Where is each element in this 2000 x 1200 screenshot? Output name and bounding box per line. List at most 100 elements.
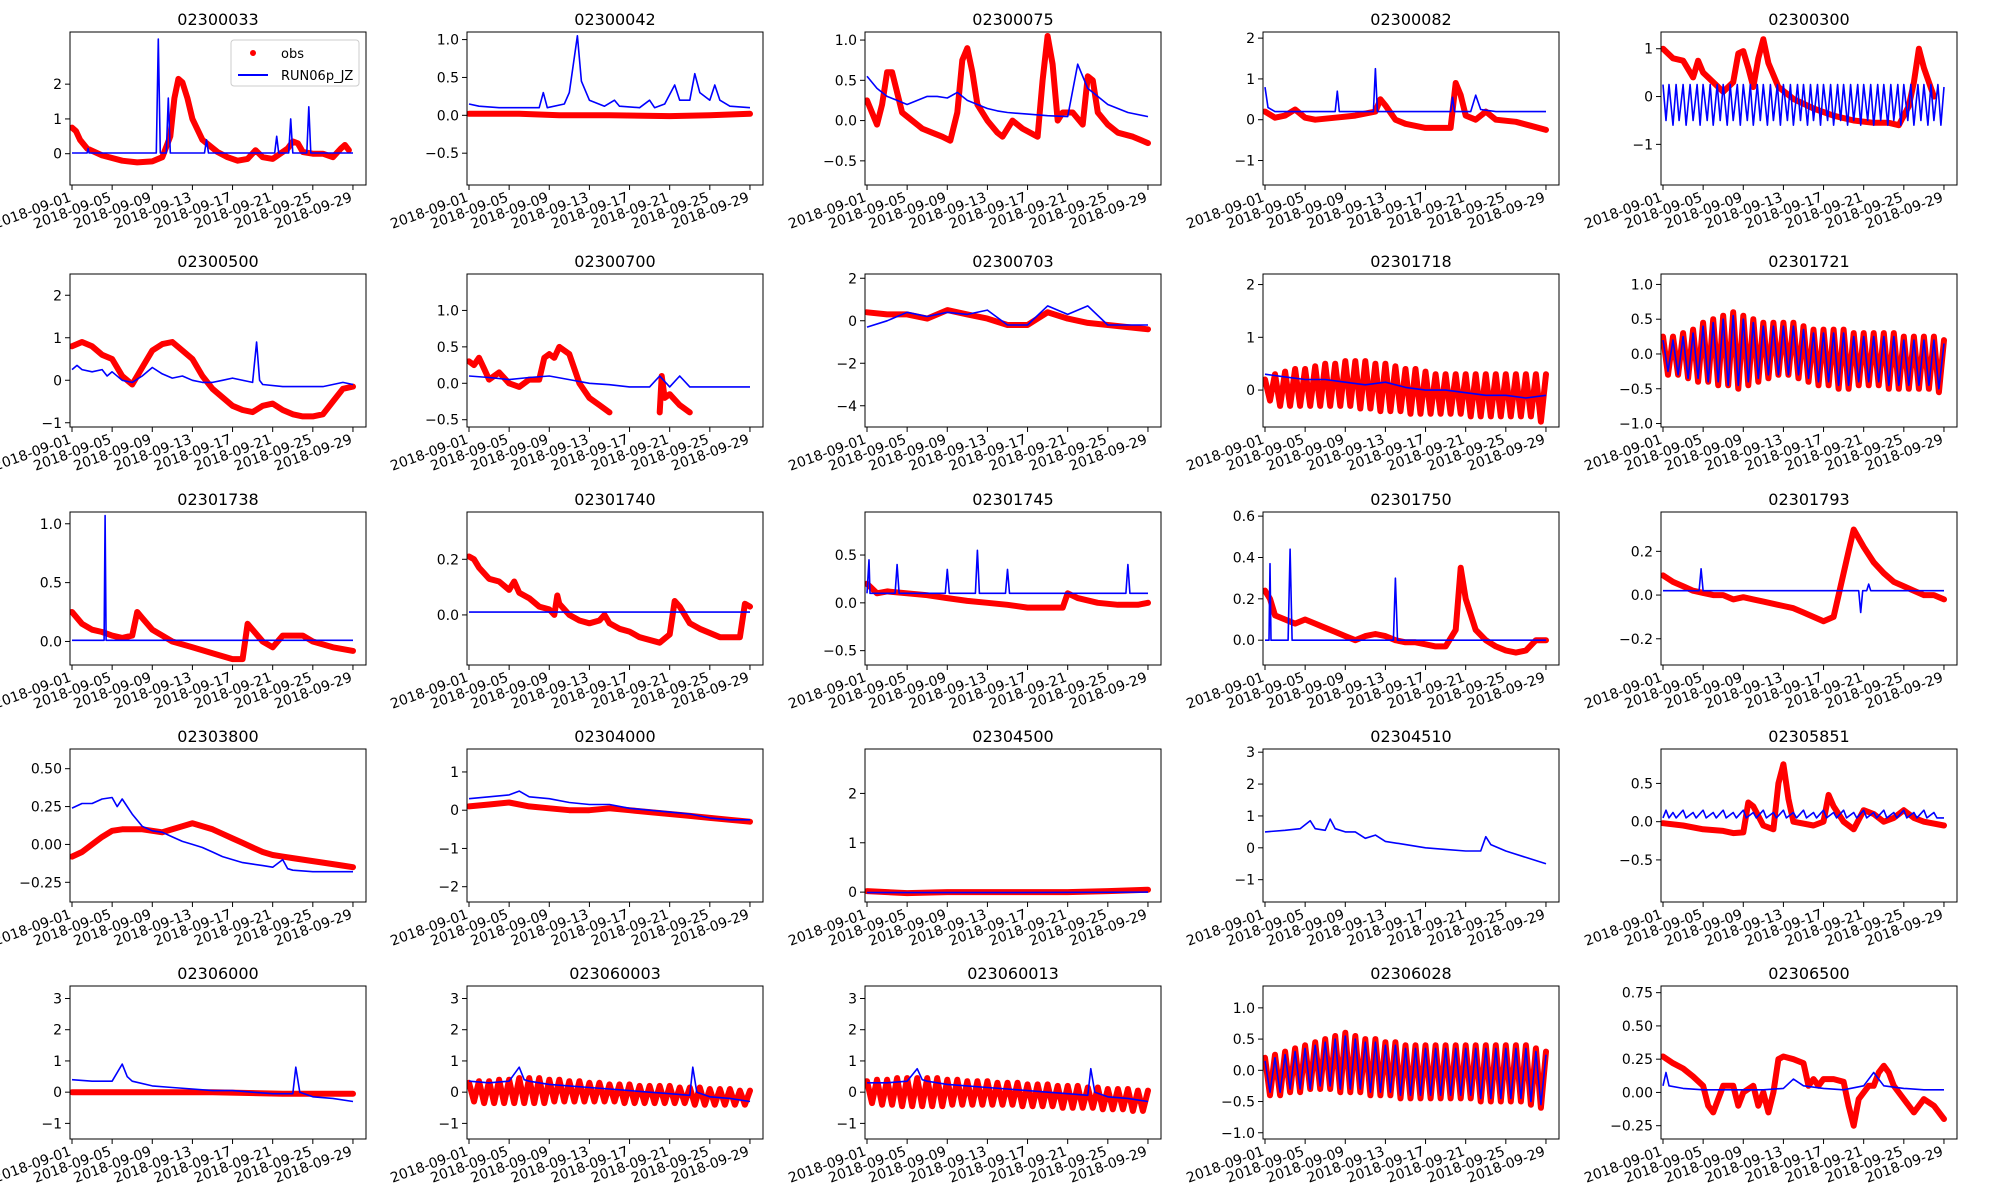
y-tick-label: 0 [450, 803, 459, 819]
plot-frame [466, 748, 764, 903]
subplot-title: 023060003 [569, 964, 661, 983]
y-tick-label: 0.0 [437, 376, 459, 392]
subplot-title: 02300300 [1768, 10, 1849, 29]
y-tick-label: −0.5 [823, 154, 857, 170]
plot-series [1661, 36, 1945, 129]
obs-series [1661, 36, 1937, 129]
y-tick-label: −0.2 [1619, 632, 1653, 648]
sim-series [1662, 83, 1945, 126]
sim-series [1663, 568, 1944, 614]
y-tick-label: 0.5 [40, 576, 62, 592]
y-tick-label: 0.2 [437, 552, 459, 568]
subplot-title: 02301745 [972, 490, 1053, 509]
subplot-title: 02304000 [574, 727, 655, 746]
subplot-title: 02304500 [972, 727, 1053, 746]
plot-series [1263, 67, 1549, 133]
y-tick-label: 1 [450, 1054, 459, 1070]
plot-frame [69, 985, 367, 1140]
subplot-title: 02306028 [1370, 964, 1451, 983]
sim-series [1264, 373, 1547, 399]
obs-series [467, 343, 693, 416]
obs-series [70, 609, 356, 663]
legend-obs-marker [250, 50, 256, 56]
y-tick-label: 0.2 [1233, 592, 1255, 608]
y-tick-label: 1.0 [437, 33, 459, 49]
obs-series [1263, 358, 1549, 425]
y-tick-label: 0.5 [1233, 1032, 1255, 1048]
y-tick-label: 0 [53, 147, 62, 163]
y-tick-label: −1 [1234, 154, 1255, 170]
plot-frame [864, 273, 1162, 428]
y-tick-label: −1 [438, 841, 459, 857]
y-tick-label: −0.5 [1221, 1095, 1255, 1111]
plot-frame [69, 511, 367, 666]
subplot-title: 02306000 [177, 964, 258, 983]
sim-series [1662, 809, 1944, 819]
plot-series [1264, 818, 1547, 865]
plot-frame [864, 748, 1162, 903]
subplot-02304500: 023045000122018-09-012018-09-052018-09-0… [786, 727, 1162, 950]
plot-frame [1660, 273, 1958, 428]
y-tick-label: −1.0 [1221, 1126, 1255, 1142]
y-tick-label: 3 [1246, 745, 1255, 761]
y-tick-label: 0 [1246, 113, 1255, 129]
obs-series [70, 75, 352, 166]
plot-frame [466, 511, 764, 666]
obs-series [70, 1089, 356, 1097]
plot-series [865, 549, 1151, 611]
plot-frame [1660, 31, 1958, 186]
subplot-title: 02304510 [1370, 727, 1451, 746]
legend: obs RUN06p_JZ [230, 39, 360, 87]
plot-frame [1262, 511, 1560, 666]
plot-area [865, 32, 1161, 185]
plot-frame [1660, 985, 1958, 1140]
obs-series [1661, 761, 1947, 837]
y-tick-label: 0.0 [1631, 588, 1653, 604]
y-tick-label: 0.5 [835, 73, 857, 89]
y-tick-label: 0 [1246, 841, 1255, 857]
y-tick-label: 0.0 [437, 108, 459, 124]
subplot-title: 02300700 [574, 252, 655, 271]
y-tick-label: 0 [1246, 383, 1255, 399]
y-tick-label: −0.25 [1610, 1119, 1653, 1135]
subplot-title: 02300082 [1370, 10, 1451, 29]
plot-area [467, 749, 763, 902]
plot-frame [1660, 511, 1958, 666]
plot-area [865, 274, 1161, 427]
y-tick-label: 1 [848, 1054, 857, 1070]
y-tick-label: 0 [848, 314, 857, 330]
sim-series [468, 375, 750, 388]
plot-frame [466, 985, 764, 1140]
plot-frame [466, 31, 764, 186]
plot-series [865, 886, 1151, 897]
plot-series [70, 38, 353, 166]
y-tick-label: 0.5 [437, 70, 459, 86]
plot-area [865, 986, 1161, 1139]
y-tick-label: 1 [1644, 42, 1653, 58]
sim-series [72, 38, 353, 154]
y-tick-label: 1 [1246, 809, 1255, 825]
y-tick-label: 0.5 [437, 340, 459, 356]
plot-area [467, 274, 763, 427]
subplot-02300075: 02300075−0.50.00.51.02018-09-012018-09-0… [786, 10, 1162, 233]
plot-series [70, 1063, 356, 1103]
y-tick-label: −1 [41, 1116, 62, 1132]
plot-series [467, 790, 753, 825]
obs-series [70, 820, 356, 871]
y-tick-label: 0.0 [437, 608, 459, 624]
y-tick-label: 2 [1246, 777, 1255, 793]
y-tick-label: −1 [1632, 137, 1653, 153]
plot-series [467, 1066, 753, 1108]
legend-obs-label: obs [281, 47, 304, 62]
y-tick-label: 0.50 [31, 762, 62, 778]
y-tick-label: 1 [53, 1054, 62, 1070]
plot-frame [69, 273, 367, 428]
y-tick-label: 3 [848, 991, 857, 1007]
y-tick-label: 3 [450, 991, 459, 1007]
sim-series [1265, 548, 1546, 641]
y-tick-label: 0.00 [1622, 1085, 1653, 1101]
y-tick-label: 0.5 [1631, 312, 1653, 328]
subplot-title: 02301793 [1768, 490, 1849, 509]
obs-series [1263, 80, 1549, 133]
sim-series [71, 341, 354, 388]
